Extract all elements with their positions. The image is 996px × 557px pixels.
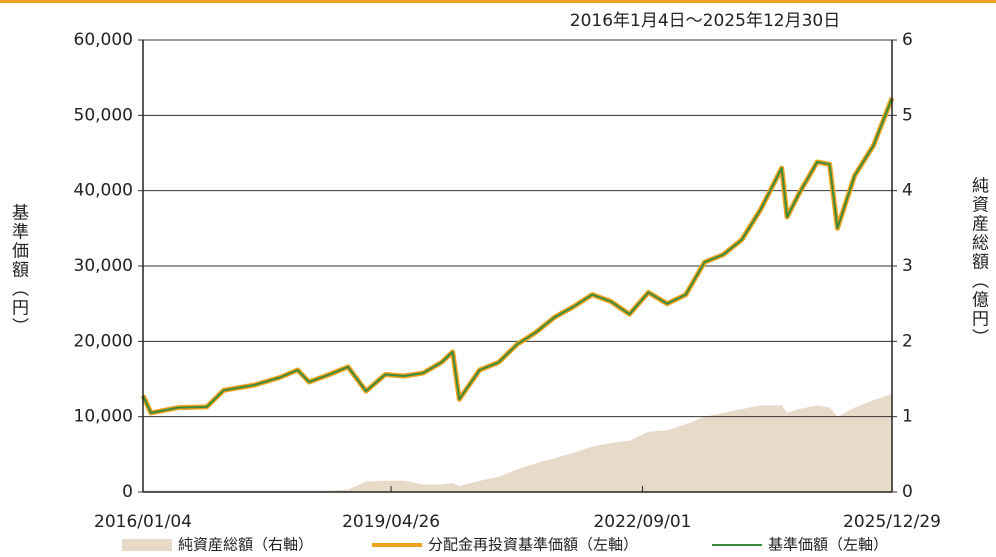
y-tick-label: 0: [122, 482, 133, 502]
legend-label: 基準価額（左軸）: [768, 536, 888, 554]
y-tick-label: 30,000: [74, 256, 133, 276]
line: [140, 97, 895, 416]
legend-swatch: [122, 539, 172, 551]
legend-label: 純資産総額（右軸）: [178, 536, 313, 554]
top-border: [0, 0, 996, 3]
y2-tick-label: 4: [902, 181, 913, 201]
area: [143, 394, 892, 492]
y2-tick-label: 2: [902, 331, 913, 351]
y2-tick-label: 1: [902, 407, 913, 427]
chart-title: 2016年1月4日～2025年12月30日: [570, 11, 840, 31]
y-tick-label: 60,000: [74, 30, 133, 50]
y2-tick-label: 6: [902, 30, 913, 50]
y-tick-label: 20,000: [74, 331, 133, 351]
y-tick-label: 40,000: [74, 181, 133, 201]
y-tick-label: 50,000: [74, 105, 133, 125]
x-tick-label: 2022/09/01: [593, 512, 691, 532]
line: [142, 97, 893, 414]
x-tick-label: 2019/04/26: [342, 512, 440, 532]
y2-axis-label: 純資産総額（億円）: [968, 176, 989, 347]
y2-tick-label: 5: [902, 105, 913, 125]
y2-tick-label: 3: [902, 256, 913, 276]
x-tick-label: 2025/12/29: [843, 512, 941, 532]
y2-tick-label: 0: [902, 482, 913, 502]
legend-label: 分配金再投資基準価額（左軸）: [428, 536, 638, 554]
y-tick-label: 10,000: [74, 407, 133, 427]
x-tick-label: 2016/01/04: [94, 512, 192, 532]
y-axis-label: 基準価額（円）: [8, 203, 29, 336]
